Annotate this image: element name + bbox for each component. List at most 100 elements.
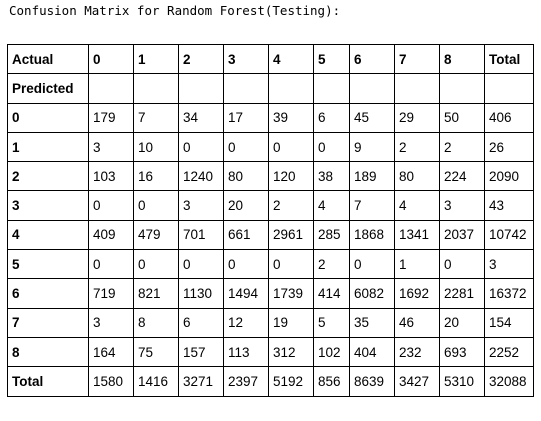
table-row: Total 1580 1416 3271 2397 5192 856 8639 3427 5310…: [7, 366, 534, 397]
header-cell: Total: [484, 43, 534, 75]
table-row: 2 103 16 1240 80 120 38 189 80 224 2090: [7, 161, 534, 192]
table-cell: 1416: [133, 366, 179, 397]
table-cell: 3427: [394, 366, 440, 397]
table-cell: 0: [178, 131, 224, 163]
table-cell: 0: [349, 249, 395, 280]
table-cell: 0: [88, 190, 134, 221]
table-cell: 406: [484, 102, 534, 133]
table-cell: 20: [223, 190, 269, 221]
table-cell: 102: [313, 336, 350, 368]
table-cell: 693: [439, 336, 485, 368]
table-cell: 43: [484, 190, 534, 221]
empty-cell: [484, 73, 534, 104]
table-cell: 404: [349, 336, 395, 368]
table-cell: 7: [133, 102, 179, 133]
table-cell: 17: [223, 102, 269, 133]
header-cell: 0: [88, 43, 134, 75]
empty-cell: [133, 73, 179, 104]
table-cell: 1494: [223, 278, 269, 309]
table-cell: 719: [88, 278, 134, 309]
table-cell: 3271: [178, 366, 224, 397]
table-cell: 2281: [439, 278, 485, 309]
table-cell: 12: [223, 307, 269, 338]
table-cell: 409: [88, 219, 134, 251]
table-cell: 7: [349, 190, 395, 221]
table-cell: 8: [133, 307, 179, 338]
table-cell: 2: [268, 190, 314, 221]
table-cell: 3: [439, 190, 485, 221]
header-corner-cell: Actual: [7, 43, 89, 75]
table-cell: 39: [268, 102, 314, 133]
table-cell: 2252: [484, 336, 534, 368]
table-cell: 2: [313, 249, 350, 280]
table-cell: 2961: [268, 219, 314, 251]
table-cell: 113: [223, 336, 269, 368]
header-cell: 5: [313, 43, 350, 75]
empty-cell: [178, 73, 224, 104]
table-cell: 312: [268, 336, 314, 368]
table-cell: 2: [439, 131, 485, 163]
table-cell: 5310: [439, 366, 485, 397]
table-cell: 19: [268, 307, 314, 338]
table-cell: 3: [484, 249, 534, 280]
row-label-cell: 7: [7, 307, 89, 338]
table-cell: 164: [88, 336, 134, 368]
table-cell: 2090: [484, 161, 534, 192]
table-cell: 1240: [178, 161, 224, 192]
table-cell: 0: [88, 249, 134, 280]
table-cell: 80: [394, 161, 440, 192]
table-cell: 20: [439, 307, 485, 338]
table-cell: 0: [313, 131, 350, 163]
table-cell: 46: [394, 307, 440, 338]
table-cell: 414: [313, 278, 350, 309]
table-cell: 16372: [484, 278, 534, 309]
row-label-cell: 6: [7, 278, 89, 309]
header-cell: 3: [223, 43, 269, 75]
table-cell: 0: [133, 249, 179, 280]
row-label-cell: 8: [7, 336, 89, 368]
row-label-cell: 2: [7, 161, 89, 192]
table-cell: 1341: [394, 219, 440, 251]
confusion-matrix-table: Actual 0 1 2 3 4 5 6 7 8 Total Predicted…: [7, 43, 534, 397]
table-row: 1 3 10 0 0 0 0 9 2 2 26: [7, 131, 534, 163]
table-cell: 821: [133, 278, 179, 309]
table-cell: 189: [349, 161, 395, 192]
header-cell: 7: [394, 43, 440, 75]
table-cell: 179: [88, 102, 134, 133]
row-label-cell: 4: [7, 219, 89, 251]
header-cell: 2: [178, 43, 224, 75]
table-cell: 50: [439, 102, 485, 133]
table-cell: 75: [133, 336, 179, 368]
table-cell: 34: [178, 102, 224, 133]
table-cell: 2: [394, 131, 440, 163]
table-cell: 0: [223, 131, 269, 163]
empty-cell: [394, 73, 440, 104]
table-cell: 661: [223, 219, 269, 251]
table-cell: 479: [133, 219, 179, 251]
table-cell: 154: [484, 307, 534, 338]
row-label-cell: 5: [7, 249, 89, 280]
table-cell: 103: [88, 161, 134, 192]
table-cell: 45: [349, 102, 395, 133]
table-cell: 0: [178, 249, 224, 280]
header-row: Actual 0 1 2 3 4 5 6 7 8 Total: [7, 43, 534, 75]
table-cell: 856: [313, 366, 350, 397]
table-cell: 0: [439, 249, 485, 280]
row-label-cell: 3: [7, 190, 89, 221]
table-cell: 0: [268, 131, 314, 163]
table-row: 8 164 75 157 113 312 102 404 232 693 2252: [7, 336, 534, 368]
table-cell: 1868: [349, 219, 395, 251]
table-cell: 232: [394, 336, 440, 368]
table-cell: 10: [133, 131, 179, 163]
table-cell: 6: [313, 102, 350, 133]
table-cell: 0: [268, 249, 314, 280]
row-label-cell: 0: [7, 102, 89, 133]
table-row: 3 0 0 3 20 2 4 7 4 3 43: [7, 190, 534, 221]
empty-cell: [439, 73, 485, 104]
table-cell: 0: [133, 190, 179, 221]
table-cell: 157: [178, 336, 224, 368]
table-cell: 2397: [223, 366, 269, 397]
header-cell: 6: [349, 43, 395, 75]
sub-header-row: Predicted: [7, 73, 534, 104]
